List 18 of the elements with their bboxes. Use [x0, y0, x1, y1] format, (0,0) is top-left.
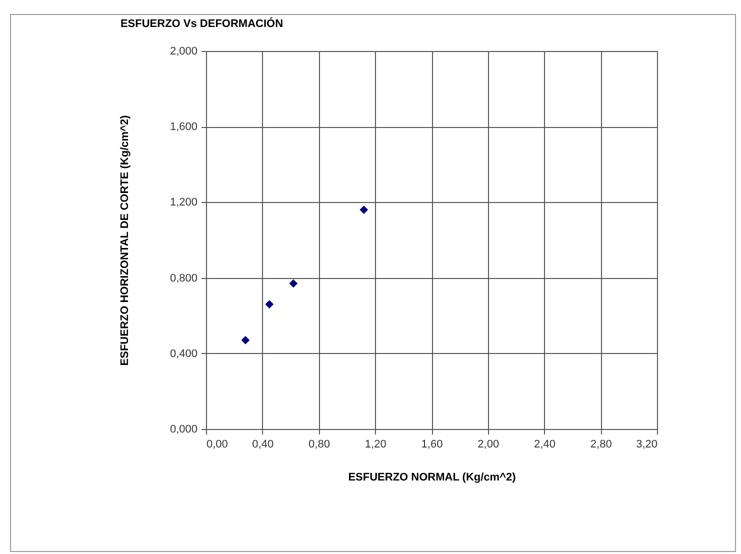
- x-tick-label: 1,20: [364, 438, 386, 450]
- y-tick-label: 0,800: [170, 272, 198, 284]
- chart-title: ESFUERZO Vs DEFORMACIÓN: [120, 17, 284, 30]
- y-tick-label: 1,600: [170, 121, 198, 134]
- y-tick-label: 0,400: [170, 348, 198, 360]
- x-tick-label: 3,20: [636, 438, 658, 450]
- y-axis-title: ESFUERZO HORIZONTAL DE CORTE (Kg/cm^2): [118, 114, 131, 366]
- y-tick-label: 2,000: [170, 46, 198, 58]
- x-tick-label: 0,40: [252, 438, 274, 450]
- x-tick-label: 0,80: [308, 438, 330, 450]
- x-tick-label: 2,00: [478, 438, 500, 450]
- y-tick-label: 1,200: [170, 196, 198, 209]
- x-axis-title: ESFUERZO NORMAL (Kg/cm^2): [348, 472, 516, 484]
- x-tick-label: 2,80: [590, 438, 612, 450]
- x-tick-label: 1,60: [421, 438, 443, 450]
- y-tick-label: 0,000: [170, 424, 198, 436]
- x-tick-label: 0,00: [206, 438, 228, 450]
- x-tick-label: 2,40: [534, 438, 556, 450]
